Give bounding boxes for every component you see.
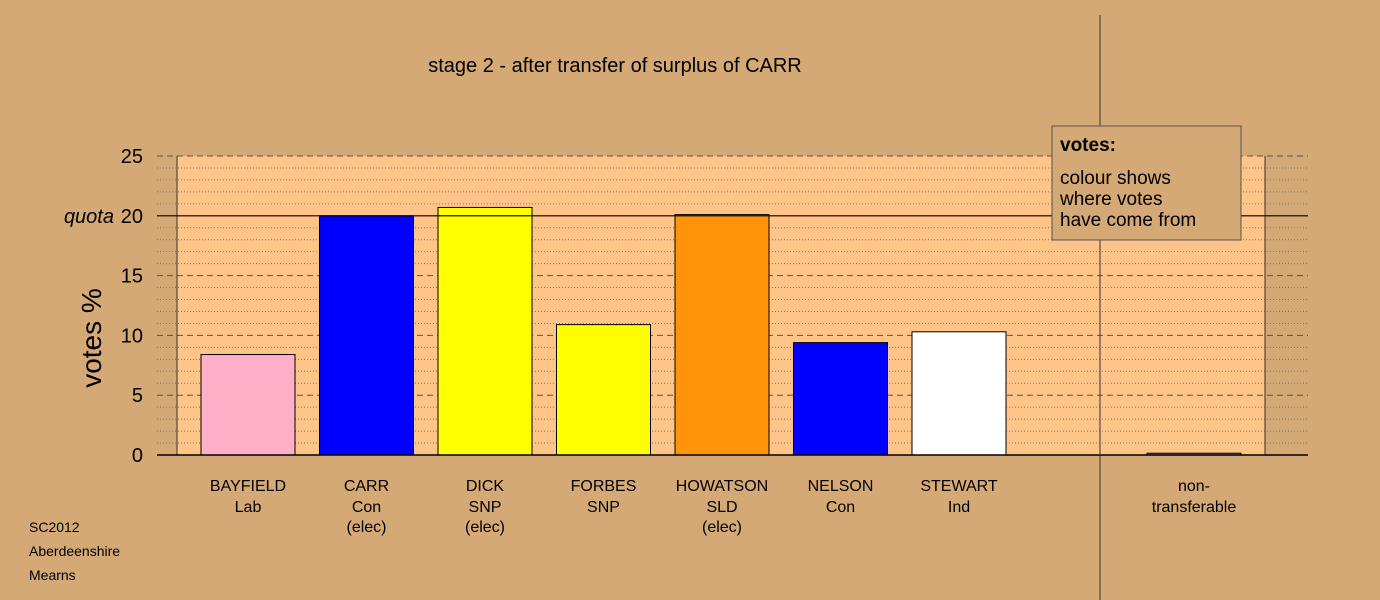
y-tick-label: 20 [121, 206, 143, 228]
legend-line-3: have come from [1060, 210, 1196, 231]
bar-dick [437, 206, 533, 456]
y-axis-label: votes % [76, 288, 107, 388]
non-transferable-label-line1: non- [1178, 478, 1210, 495]
legend-line-2: where votes [1059, 189, 1162, 210]
x-label-status: (elec) [702, 519, 742, 536]
x-label-party: SNP [469, 499, 502, 516]
x-label-name: CARR [344, 478, 389, 495]
x-label-party: Ind [948, 499, 970, 516]
bar-bayfield [200, 354, 296, 456]
legend: votes: colour shows where votes have com… [1051, 125, 1242, 241]
legend-heading: votes: [1060, 135, 1116, 156]
footer-line-1: SC2012 [29, 519, 80, 535]
x-label-party: SLD [706, 499, 737, 516]
y-tick-labels: 0 5 10 15 20 25 [121, 146, 143, 467]
x-label-name: FORBES [571, 478, 637, 495]
y-tick-label: 0 [132, 445, 143, 467]
bar-stewart [911, 331, 1007, 456]
x-tick-labels: BAYFIELD Lab CARR Con (elec) DICK SNP (elec) FOR… [210, 478, 998, 536]
x-label-party: SNP [587, 499, 620, 516]
x-label-status: (elec) [346, 519, 386, 536]
x-label-name: HOWATSON [676, 478, 768, 495]
quota-label: quota [64, 206, 114, 228]
x-label-status: (elec) [465, 519, 505, 536]
bar-carr [319, 215, 414, 456]
x-label-name: BAYFIELD [210, 478, 286, 495]
legend-line-1: colour shows [1060, 168, 1171, 189]
non-transferable-label-line2: transferable [1152, 499, 1237, 516]
y-tick-label: 15 [121, 266, 143, 288]
x-label-party: Con [352, 499, 381, 516]
x-label-party: Con [826, 499, 855, 516]
bars [200, 206, 1242, 456]
x-label-party: Lab [235, 499, 262, 516]
x-label-name: STEWART [920, 478, 998, 495]
y-tick-label: 10 [121, 325, 143, 347]
footer-line-3: Mearns [29, 567, 76, 583]
y-tick-label: 5 [132, 385, 143, 407]
legend-box [1051, 125, 1242, 241]
bar-howatson [674, 214, 770, 456]
x-label-name: DICK [466, 478, 505, 495]
chart-title: stage 2 - after transfer of surplus of C… [428, 55, 802, 77]
bar-forbes [556, 324, 651, 456]
bar-nelson [793, 342, 888, 456]
footer-line-2: Aberdeenshire [29, 543, 120, 559]
x-label-name: NELSON [808, 478, 874, 495]
y-tick-label: 25 [121, 146, 143, 168]
